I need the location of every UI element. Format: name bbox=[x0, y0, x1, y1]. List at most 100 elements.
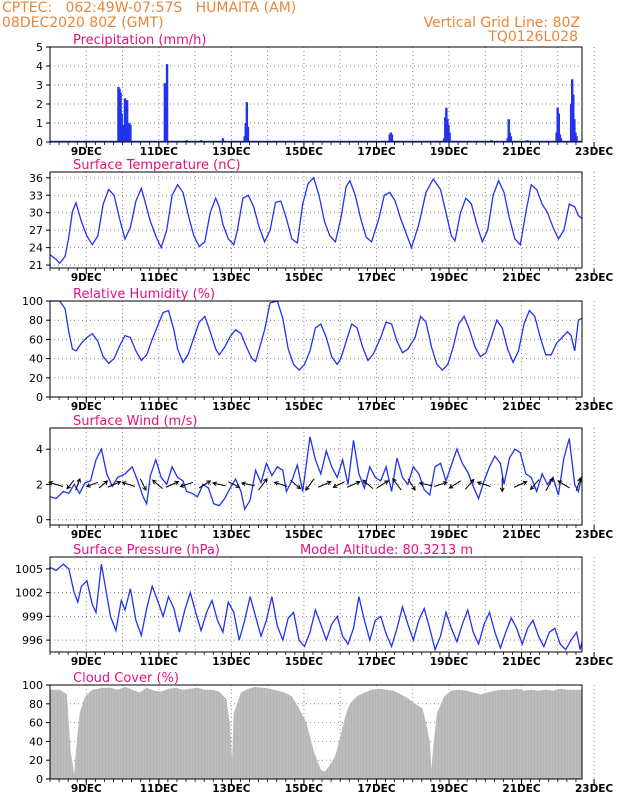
y-tick-label: 36 bbox=[29, 172, 43, 185]
x-tick-label: 11DEC bbox=[140, 272, 179, 284]
wind-arrow bbox=[139, 478, 147, 491]
precip-bar bbox=[221, 138, 225, 142]
wind-arrow bbox=[362, 479, 374, 490]
wind-arrow-head bbox=[48, 481, 54, 486]
cloud-frame bbox=[49, 684, 583, 780]
wind-title: Surface Wind (m/s) bbox=[73, 414, 197, 429]
y-tick-label: 2 bbox=[36, 478, 43, 491]
wind-arrow-head bbox=[296, 484, 302, 490]
precip-bar bbox=[129, 124, 132, 142]
x-tick-label: 13DEC bbox=[212, 272, 251, 284]
wind-arrow bbox=[122, 481, 136, 488]
y-tick-label: 40 bbox=[29, 735, 43, 748]
x-tick-label: 21DEC bbox=[502, 656, 541, 668]
x-tick-label: 21DEC bbox=[502, 783, 541, 795]
wind-arrow bbox=[86, 481, 99, 488]
wind-arrow-head bbox=[384, 480, 389, 485]
wind-arrow bbox=[545, 477, 554, 491]
wind-arrow-head bbox=[121, 481, 127, 486]
y-tick-label: 1 bbox=[36, 117, 43, 130]
wind-arrow-head bbox=[392, 478, 397, 483]
precip-bar bbox=[448, 132, 451, 142]
x-tick-label: 13DEC bbox=[212, 783, 251, 795]
x-tick-label: 23DEC bbox=[575, 401, 614, 413]
wind-arrow bbox=[165, 481, 179, 488]
wind-arrow bbox=[376, 480, 389, 489]
wind-arrow bbox=[513, 481, 527, 488]
wind-arrow-head bbox=[577, 477, 582, 483]
x-tick-label: 15DEC bbox=[285, 529, 324, 541]
y-tick-label: 20 bbox=[29, 754, 43, 767]
x-tick-label: 9DEC bbox=[71, 783, 102, 795]
precip-bar bbox=[557, 113, 560, 142]
x-tick-label: 17DEC bbox=[357, 272, 396, 284]
y-tick-label: 4 bbox=[36, 60, 43, 73]
pres-title: Surface Pressure (hPa) bbox=[73, 543, 220, 558]
x-tick-label: 9DEC bbox=[71, 529, 102, 541]
precip-bar bbox=[246, 126, 250, 142]
x-tick-label: 11DEC bbox=[140, 401, 179, 413]
precip-bar bbox=[575, 136, 578, 142]
x-tick-label: 13DEC bbox=[212, 146, 251, 158]
wind-arrow-head bbox=[66, 484, 71, 490]
cloud-cover-area bbox=[50, 686, 582, 779]
precip-bar bbox=[507, 119, 510, 142]
wind-arrow bbox=[317, 481, 331, 488]
rh-panel bbox=[46, 300, 595, 403]
wind-arrow-head bbox=[469, 478, 475, 484]
wind-arrow bbox=[198, 480, 211, 489]
wind-arrow bbox=[258, 478, 268, 491]
x-tick-label: 15DEC bbox=[285, 783, 324, 795]
x-tick-label: 23DEC bbox=[575, 529, 614, 541]
wind-arrow bbox=[464, 479, 475, 490]
y-tick-label: 24 bbox=[29, 242, 43, 255]
y-tick-label: 4 bbox=[36, 443, 43, 456]
wind-arrow bbox=[305, 478, 315, 491]
temp-title: Surface Temperature (nC) bbox=[73, 158, 241, 173]
wind-arrow-head bbox=[116, 480, 122, 486]
x-tick-label: 17DEC bbox=[357, 783, 396, 795]
precip-frame bbox=[49, 46, 583, 143]
wind-arrow bbox=[434, 481, 447, 488]
x-tick-label: 17DEC bbox=[357, 146, 396, 158]
wind-arrow-head bbox=[362, 479, 368, 485]
wind-arrow-head bbox=[448, 484, 454, 489]
precip-bar bbox=[559, 138, 563, 142]
y-tick-label: 3 bbox=[36, 79, 43, 92]
cloud-panel bbox=[46, 684, 595, 785]
wind-arrow-head bbox=[476, 481, 482, 486]
wind-arrow-head bbox=[76, 477, 81, 483]
wind-arrow-head bbox=[179, 483, 185, 488]
y-tick-label: 0 bbox=[36, 391, 43, 404]
header: CPTEC: 062:49W-07:57S HUMAITA (AM) 08DEC… bbox=[0, 0, 618, 45]
wind-arrow-head bbox=[529, 485, 535, 491]
wind-arrow-head bbox=[85, 483, 91, 488]
y-tick-label: 60 bbox=[29, 717, 43, 730]
precip-bar bbox=[572, 94, 575, 142]
x-tick-label: 15DEC bbox=[285, 272, 324, 284]
y-tick-label: 100 bbox=[22, 679, 43, 692]
x-tick-label: 19DEC bbox=[430, 401, 469, 413]
x-tick-label: 23DEC bbox=[575, 272, 614, 284]
x-tick-label: 23DEC bbox=[575, 656, 614, 668]
y-tick-label: 1002 bbox=[15, 587, 43, 600]
x-tick-label: 11DEC bbox=[140, 783, 179, 795]
y-tick-label: 20 bbox=[29, 372, 43, 385]
station-title: CPTEC: 062:49W-07:57S HUMAITA (AM) bbox=[2, 0, 297, 16]
precip-bar bbox=[245, 102, 249, 142]
pres-line bbox=[49, 563, 583, 652]
wind-arrow bbox=[333, 481, 345, 488]
rh-title: Relative Humidity (%) bbox=[73, 287, 215, 302]
wind-arrow bbox=[180, 481, 194, 488]
x-tick-label: 17DEC bbox=[357, 529, 396, 541]
x-tick-label: 11DEC bbox=[140, 656, 179, 668]
wind-arrow bbox=[152, 479, 163, 490]
x-tick-label: 17DEC bbox=[357, 656, 396, 668]
precip-bar bbox=[509, 136, 513, 142]
pres-panel bbox=[46, 556, 595, 658]
pres-frame bbox=[49, 556, 583, 653]
x-tick-label: 19DEC bbox=[430, 529, 469, 541]
y-tick-label: 0 bbox=[36, 514, 43, 527]
pres-subtitle: Model Altitude: 80.3213 m bbox=[300, 543, 473, 558]
y-tick-label: 0 bbox=[36, 773, 43, 786]
